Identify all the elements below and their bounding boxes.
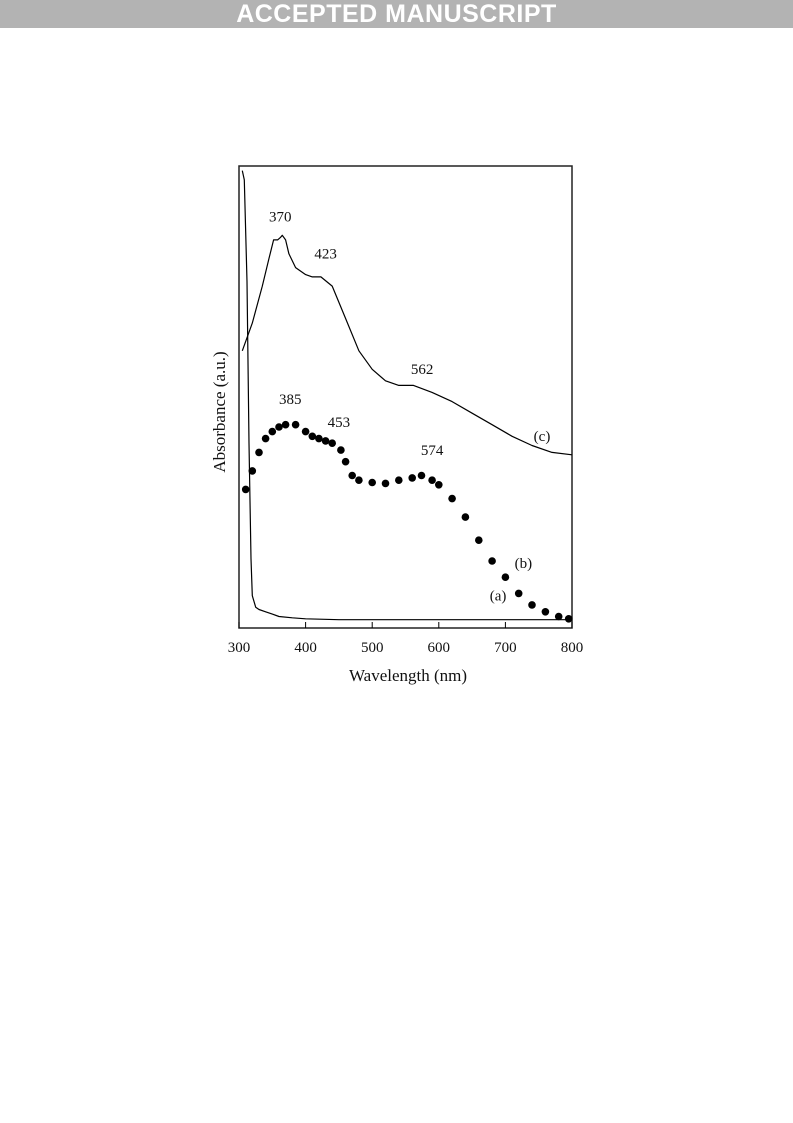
series-b-point <box>275 423 283 431</box>
series-b-point <box>321 437 330 445</box>
annotation-layer: 370 423 562 385 453 574 (c) (b) (a) <box>269 209 550 604</box>
annotation-label: 453 <box>328 415 351 431</box>
series-b-point <box>255 448 263 457</box>
series-b-point <box>241 485 250 494</box>
x-tick-label: 600 <box>428 640 451 656</box>
series-b-point <box>541 608 550 616</box>
accepted-manuscript-banner: ACCEPTED MANUSCRIPT <box>0 0 793 28</box>
series-b-point <box>528 601 536 609</box>
series-b-point <box>475 536 483 544</box>
annotation-label: 423 <box>314 246 337 262</box>
series-b-point <box>328 439 337 448</box>
series-b-point <box>448 494 456 503</box>
x-axis-label: Wavelength (nm) <box>349 666 467 685</box>
series-b-point <box>261 434 270 443</box>
series-a-line <box>241 170 572 621</box>
annotation-label: 385 <box>279 392 302 408</box>
x-tick-label: 500 <box>361 640 384 656</box>
annotation-label: (b) <box>515 556 533 572</box>
annotation-label: (c) <box>534 429 551 445</box>
series-b-point <box>408 474 417 482</box>
annotation-label: (a) <box>490 588 507 604</box>
series-b-point <box>501 573 510 581</box>
x-tick-label: 300 <box>228 640 251 656</box>
series-c-line <box>241 234 573 456</box>
series-b-point <box>381 479 390 488</box>
annotation-label: 370 <box>269 209 292 225</box>
series-b-point <box>341 457 350 466</box>
series-b-point <box>514 589 523 598</box>
series-layer <box>241 170 573 623</box>
series-b-point <box>337 446 345 454</box>
series-b-point <box>355 476 363 485</box>
series-b-point <box>428 476 436 485</box>
series-b-point <box>308 432 317 441</box>
series-b-point <box>417 471 426 480</box>
plot-frame <box>238 165 573 629</box>
series-b-point <box>248 467 257 475</box>
series-b-point <box>488 557 496 565</box>
series-b-point <box>554 612 563 621</box>
annotation-label: 574 <box>421 443 444 459</box>
series-b-point <box>368 478 377 487</box>
series-b <box>241 420 573 623</box>
series-b-point <box>301 427 310 436</box>
x-tick-label: 400 <box>294 640 317 656</box>
series-b-point <box>348 471 357 480</box>
series-b-point <box>461 513 470 521</box>
series-b-point <box>435 481 443 489</box>
series-b-point <box>268 427 277 436</box>
x-tick-layer: 300 400 500 600 700 800 <box>228 622 584 656</box>
series-b-point <box>281 420 290 429</box>
series-b-point <box>315 434 323 443</box>
series-b-point <box>291 420 300 429</box>
annotation-label: 562 <box>411 362 434 378</box>
y-axis-label: Absorbance (a.u.) <box>210 351 229 472</box>
series-b-point <box>395 476 403 485</box>
x-tick-label: 800 <box>561 640 584 656</box>
x-tick-label: 700 <box>494 640 517 656</box>
series-b-point <box>564 615 573 623</box>
